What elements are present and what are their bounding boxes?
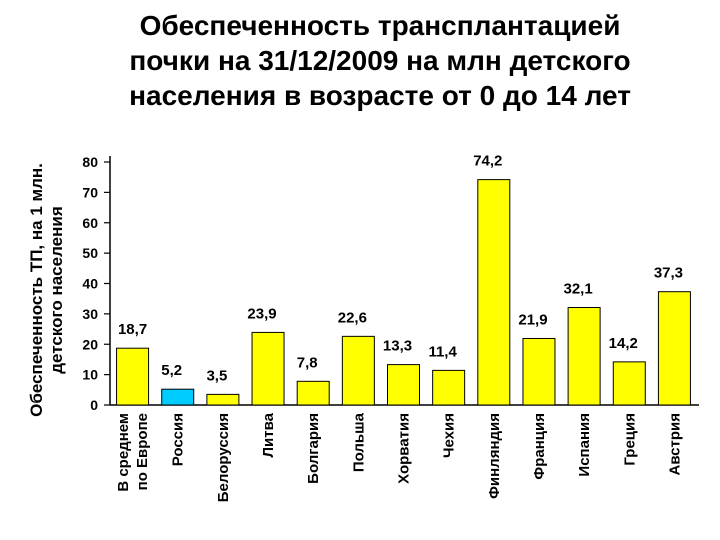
- y-tick-label: 0: [90, 397, 98, 413]
- category-label: Польша: [350, 412, 367, 472]
- bar: [206, 393, 240, 406]
- bar: [522, 337, 556, 406]
- data-label: 22,6: [338, 309, 367, 326]
- data-label: 3,5: [206, 367, 227, 384]
- category-label: по Европе: [134, 413, 151, 490]
- category-label: Болгария: [305, 413, 322, 484]
- data-label: 11,4: [428, 343, 457, 360]
- y-ticks: 0 10 20 30 40 50 60 70 80: [82, 154, 110, 413]
- category-label: Греция: [621, 413, 638, 466]
- data-label: 37,3: [654, 265, 683, 282]
- bar: [432, 369, 466, 406]
- category-label: Финляндия: [486, 413, 503, 499]
- category-label: Литва: [260, 412, 277, 457]
- bar: [161, 388, 195, 406]
- y-tick-label: 50: [82, 245, 98, 261]
- bars: [116, 179, 691, 406]
- data-label: 5,2: [161, 362, 182, 379]
- bar: [296, 380, 330, 406]
- category-label: Чехия: [441, 413, 458, 458]
- y-tick-label: 40: [82, 276, 98, 292]
- category-labels: В среднем по Европе Россия Белоруссия Литва Б…: [115, 412, 683, 502]
- category-label: Франция: [531, 413, 548, 480]
- bar: [612, 361, 646, 406]
- y-axis-label-line-2: детского населения: [47, 206, 66, 374]
- data-label: 7,8: [297, 354, 318, 371]
- data-label: 13,3: [383, 338, 412, 355]
- data-label: 32,1: [564, 280, 593, 297]
- category-label: Белоруссия: [215, 413, 232, 502]
- data-label: 74,2: [473, 153, 502, 170]
- y-tick-label: 10: [82, 367, 98, 383]
- category-label: Хорватия: [396, 413, 413, 484]
- y-tick-label: 20: [82, 336, 98, 352]
- bar: [387, 364, 420, 406]
- category-label: В среднем: [115, 413, 132, 492]
- data-label: 18,7: [118, 321, 147, 338]
- title-line-3: населения в возрасте от 0 до 14 лет: [129, 80, 631, 111]
- data-label: 23,9: [247, 305, 276, 322]
- data-label: 21,9: [518, 311, 547, 328]
- title-line-2: почки на 31/12/2009 на млн детского: [129, 45, 631, 76]
- value-labels: 18,7 5,2 3,5 23,9 7,8 22,6 13,3 11,4 74,2 21,9 32,…: [118, 153, 683, 385]
- y-axis-label-line-1: Обеспеченность ТП, на 1 млн.: [27, 163, 46, 417]
- title-line-1: Обеспеченность трансплантацией: [139, 10, 621, 41]
- category-label: Австрия: [666, 413, 683, 476]
- y-axis-label: Обеспеченность ТП, на 1 млн. детского на…: [27, 163, 66, 417]
- bar: [341, 335, 375, 406]
- category-label: Испания: [576, 413, 593, 477]
- y-tick-label: 80: [82, 154, 98, 170]
- bar: [567, 306, 601, 406]
- data-label: 14,2: [609, 335, 638, 352]
- chart-title: Обеспеченность трансплантацией почки на …: [40, 8, 720, 113]
- bar: [657, 291, 691, 406]
- y-tick-label: 60: [82, 215, 98, 231]
- bar: [116, 347, 150, 406]
- y-tick-label: 30: [82, 306, 98, 322]
- bar: [251, 331, 285, 406]
- bar: [477, 179, 511, 406]
- y-tick-label: 70: [82, 184, 98, 200]
- category-label: Россия: [170, 413, 187, 466]
